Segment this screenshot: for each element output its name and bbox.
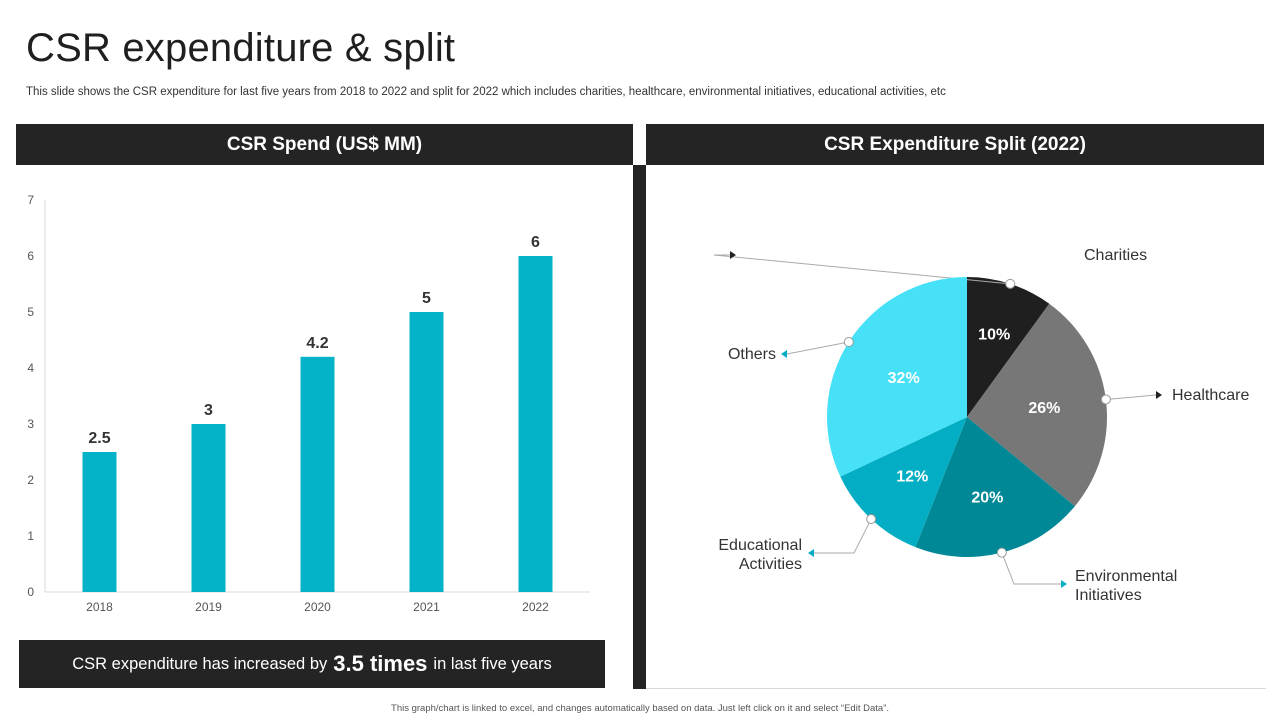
page-title: CSR expenditure & split bbox=[26, 26, 456, 70]
x-tick-label: 2021 bbox=[413, 600, 440, 614]
bar-value-label: 2.5 bbox=[88, 430, 110, 447]
pie-legend-label: Educational bbox=[718, 537, 802, 554]
y-tick-label: 5 bbox=[27, 305, 34, 319]
bar-chart: 0 1 2 3 4 5 6 7 2.5 2018 3 2019 4.2 2020 5 2021 6 2022 bbox=[27, 193, 590, 614]
bar-2019 bbox=[191, 424, 226, 592]
x-tick-label: 2018 bbox=[86, 600, 113, 614]
y-tick-label: 3 bbox=[27, 417, 34, 431]
pie-callout-arrow bbox=[781, 350, 787, 358]
pie-callout-line bbox=[1105, 394, 1157, 400]
panel-bottom-border bbox=[646, 688, 1266, 689]
bar-2022 bbox=[518, 256, 553, 592]
pie-callout-dot bbox=[1005, 278, 1016, 289]
callout-highlight: 3.5 times bbox=[333, 651, 428, 676]
pie-slice-others bbox=[827, 277, 967, 477]
bar-value-label: 5 bbox=[422, 290, 431, 307]
page-subtitle: This slide shows the CSR expenditure for… bbox=[26, 86, 946, 98]
x-tick-label: 2019 bbox=[195, 600, 222, 614]
pie-callout-line bbox=[786, 341, 849, 355]
pie-callout-arrow bbox=[1061, 580, 1067, 588]
bar-2018 bbox=[82, 452, 117, 592]
bar-value-label: 3 bbox=[204, 402, 213, 419]
pie-callout-arrow bbox=[730, 251, 736, 259]
pie-callout-line bbox=[713, 254, 1011, 285]
pie-value-label: 26% bbox=[1028, 400, 1060, 417]
pie-value-label: 10% bbox=[978, 326, 1010, 343]
pie-slice-environmental-initiatives bbox=[915, 417, 1075, 557]
bar-value-label: 4.2 bbox=[306, 335, 328, 352]
pie-legend-label: Others bbox=[728, 346, 776, 363]
pie-callout-line bbox=[1001, 552, 1061, 585]
pie-legend-label: Activities bbox=[739, 556, 802, 573]
bar-2021 bbox=[409, 312, 444, 592]
pie-callout-line bbox=[814, 518, 872, 554]
panel-divider bbox=[633, 165, 646, 689]
bar-value-label: 6 bbox=[531, 234, 540, 251]
pie-value-label: 12% bbox=[896, 468, 928, 485]
bar-chart-header: CSR Spend (US$ MM) bbox=[16, 124, 633, 165]
pie-slice-charities bbox=[967, 277, 1050, 417]
y-tick-label: 2 bbox=[27, 473, 34, 487]
y-tick-label: 0 bbox=[27, 585, 34, 599]
pie-legend-label: Charities bbox=[1084, 247, 1147, 264]
pie-callout-arrow bbox=[1156, 391, 1162, 399]
footer-note: This graph/chart is linked to excel, and… bbox=[391, 703, 889, 714]
y-tick-label: 6 bbox=[27, 249, 34, 263]
bar-2020 bbox=[300, 356, 335, 592]
y-tick-label: 7 bbox=[27, 193, 34, 207]
pie-callout-dot bbox=[866, 514, 877, 525]
pie-legend-label: Initiatives bbox=[1075, 587, 1142, 604]
pie-chart: 10% Charities 26% Healthcare 20% Environmenta… bbox=[713, 247, 1249, 604]
pie-callout-dot bbox=[996, 547, 1007, 558]
pie-callout-arrow bbox=[808, 549, 814, 557]
y-tick-label: 4 bbox=[27, 361, 34, 375]
pie-legend-label: Healthcare bbox=[1172, 387, 1249, 404]
x-tick-label: 2020 bbox=[304, 600, 331, 614]
y-tick-label: 1 bbox=[27, 529, 34, 543]
pie-callout-dot bbox=[1100, 394, 1111, 405]
summary-callout: CSR expenditure has increased by 3.5 tim… bbox=[19, 640, 605, 688]
pie-callout-dot bbox=[843, 336, 854, 347]
pie-legend-label: Environmental bbox=[1075, 568, 1177, 585]
callout-suffix: in last five years bbox=[433, 654, 552, 673]
pie-slice-healthcare bbox=[967, 303, 1107, 507]
pie-value-label: 32% bbox=[888, 370, 920, 387]
x-tick-label: 2022 bbox=[522, 600, 549, 614]
pie-chart-header: CSR Expenditure Split (2022) bbox=[646, 124, 1264, 165]
pie-value-label: 20% bbox=[971, 489, 1003, 506]
callout-prefix: CSR expenditure has increased by bbox=[72, 654, 328, 673]
